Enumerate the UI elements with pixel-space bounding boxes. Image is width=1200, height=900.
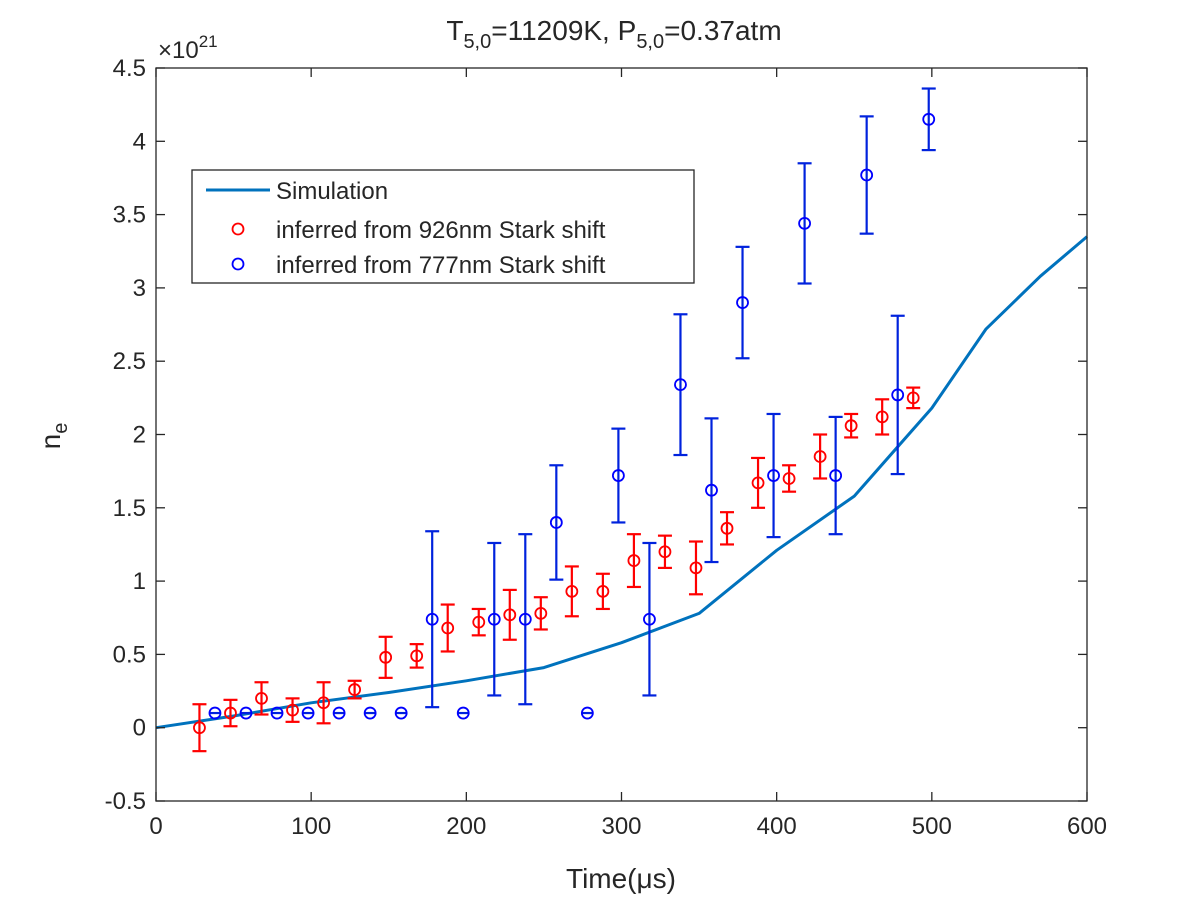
- series-777nm-point: [674, 378, 687, 392]
- y-tick-label: 2: [133, 422, 146, 449]
- y-tick-label: 1: [133, 568, 146, 595]
- legend-926nm-marker: [231, 222, 245, 236]
- legend-777nm-label: inferred from 777nm Stark shift: [276, 252, 606, 279]
- series-926nm-point: [751, 476, 765, 490]
- series-777nm-point: [208, 706, 222, 720]
- series-926nm-point: [627, 554, 641, 567]
- x-label-mu: μ: [637, 863, 653, 894]
- series-926nm-point: [720, 521, 734, 535]
- series-926nm-point: [844, 419, 858, 433]
- series-777nm-point: [736, 296, 749, 309]
- x-tick-label: 100: [291, 813, 331, 840]
- legend-926nm-label: inferred from 926nm Stark shift: [276, 217, 606, 244]
- series-926nm-point: [534, 606, 548, 620]
- x-tick-label: 400: [757, 813, 797, 840]
- ticks-layer: 0 100 200 300 400 500 600-0.500.511.522.533.54…: [105, 55, 1107, 840]
- series-777nm-point: [239, 706, 253, 720]
- series-926nm-point: [813, 450, 827, 463]
- y-exponent-label: ×1021: [158, 32, 218, 64]
- series-777nm-point: [518, 612, 532, 626]
- series-777nm-point: [891, 388, 905, 402]
- series-926nm-point: [906, 391, 920, 405]
- y-label-sub: e: [50, 423, 72, 434]
- series-926nm-point: [565, 584, 579, 598]
- legend-box: [191, 169, 695, 284]
- series-926nm-point: [286, 703, 299, 717]
- y-tick-label: 4: [133, 128, 146, 155]
- series-777nm-point: [860, 168, 874, 182]
- series-777nm-point: [332, 706, 346, 720]
- series-777nm-point: [301, 706, 315, 720]
- series-926nm-point: [379, 650, 393, 664]
- series-777nm-point: [829, 469, 843, 482]
- series-926nm-point: [193, 721, 206, 735]
- series-926nm-point: [503, 608, 517, 622]
- series-777nm-point: [425, 612, 439, 626]
- series-777nm-point: [363, 706, 377, 720]
- series-926nm-point: [255, 691, 268, 705]
- x-tick-label: 0: [149, 813, 162, 840]
- y-label-base: n: [35, 434, 66, 450]
- series-926nm-point: [782, 472, 796, 485]
- series-777nm-point: [643, 612, 656, 626]
- title-p-value: =0.37atm: [664, 15, 782, 46]
- x-tick-label: 600: [1067, 813, 1107, 840]
- x-label-rest: s): [653, 863, 676, 894]
- legend: Simulation inferred from 926nm Stark shi…: [191, 169, 695, 284]
- exponent-power: 21: [199, 32, 218, 51]
- x-tick-label: 200: [446, 813, 486, 840]
- series-926nm-point: [317, 696, 330, 710]
- legend-simulation-label: Simulation: [276, 178, 388, 205]
- title-p-base: P: [618, 15, 637, 46]
- series-926nm-point: [441, 621, 455, 635]
- y-tick-label: -0.5: [105, 788, 146, 815]
- series-926nm-point: [658, 545, 672, 559]
- x-tick-label: 500: [912, 813, 952, 840]
- series-926nm-point: [472, 615, 486, 629]
- series-777nm-point: [394, 706, 408, 720]
- series-777nm-point: [705, 483, 718, 497]
- y-tick-label: 3: [133, 275, 146, 302]
- series-777nm-point: [922, 112, 936, 126]
- y-tick-label: 1.5: [113, 495, 146, 522]
- y-tick-label: 0.5: [113, 641, 146, 668]
- title-t-base: T: [446, 15, 463, 46]
- series-777nm-point: [487, 612, 501, 626]
- data-layer: [155, 87, 1088, 753]
- exponent-prefix: ×10: [158, 37, 199, 64]
- series-926nm-point: [689, 561, 703, 575]
- series-777nm-point: [456, 706, 470, 720]
- series-926nm-point: [410, 649, 424, 663]
- title-p-sub: 5,0: [636, 31, 664, 53]
- title-t-value: =11209K,: [491, 15, 617, 46]
- y-tick-label: 0: [133, 715, 146, 742]
- series-777nm-point: [767, 469, 780, 482]
- y-axis-label: ne: [35, 423, 72, 450]
- series-926nm-point: [348, 683, 362, 696]
- series-926nm-point: [596, 584, 610, 598]
- series-777nm-point: [611, 469, 625, 482]
- y-tick-label: 4.5: [113, 55, 146, 82]
- series-777nm-point: [270, 706, 284, 720]
- series-777nm-point: [798, 216, 811, 230]
- x-tick-label: 300: [601, 813, 641, 840]
- series-777nm-point: [549, 516, 563, 529]
- series-926nm-point: [875, 410, 889, 424]
- chart-title: T5,0=11209K, P5,0=0.37atm: [446, 15, 781, 53]
- legend-777nm-marker: [231, 257, 245, 271]
- series-777nm-point: [580, 706, 594, 720]
- x-axis-label: Time(μs): [566, 863, 676, 894]
- x-label-base: Time(: [566, 863, 637, 894]
- series-926nm-point: [224, 706, 237, 720]
- y-tick-label: 2.5: [113, 348, 146, 375]
- title-t-sub: 5,0: [463, 31, 491, 53]
- y-tick-label: 3.5: [113, 202, 146, 229]
